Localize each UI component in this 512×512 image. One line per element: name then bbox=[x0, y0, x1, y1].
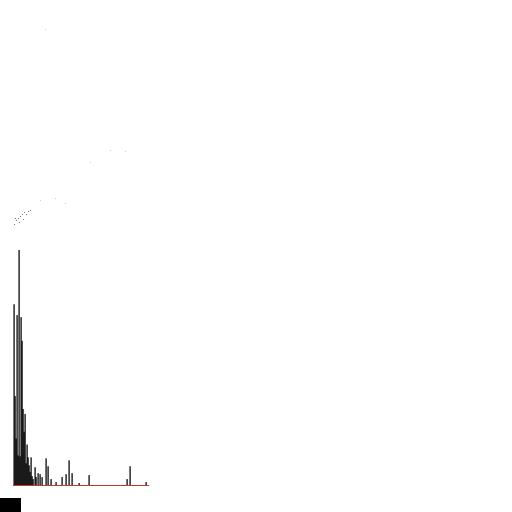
bar-19 bbox=[32, 479, 34, 485]
bar-25 bbox=[45, 458, 47, 485]
bar-5 bbox=[18, 249, 20, 485]
bar-22 bbox=[37, 473, 39, 485]
bar-27 bbox=[50, 479, 52, 485]
bar-12 bbox=[25, 463, 27, 485]
bar-28 bbox=[55, 482, 57, 485]
bar-31 bbox=[68, 460, 70, 485]
bar-group bbox=[13, 249, 147, 486]
bar-8 bbox=[21, 340, 23, 485]
bar-13 bbox=[26, 444, 28, 485]
bar-3 bbox=[16, 315, 18, 485]
bar-4 bbox=[17, 455, 19, 486]
bar-0 bbox=[13, 304, 15, 485]
speck-1 bbox=[16, 220, 17, 221]
bar-2 bbox=[15, 438, 17, 485]
bar-6 bbox=[19, 456, 21, 485]
bar-35 bbox=[126, 479, 128, 485]
bar-10 bbox=[23, 431, 25, 485]
speck-5 bbox=[24, 212, 25, 213]
bar-21 bbox=[35, 477, 37, 485]
speck-4 bbox=[22, 214, 23, 215]
bar-14 bbox=[27, 457, 29, 485]
bar-24 bbox=[41, 477, 43, 485]
speck-10 bbox=[30, 210, 31, 211]
speck-17 bbox=[55, 198, 56, 199]
speck-6 bbox=[26, 214, 27, 215]
bar-20 bbox=[34, 467, 36, 485]
bar-37 bbox=[145, 482, 147, 485]
bar-29 bbox=[61, 477, 63, 485]
speck-12 bbox=[45, 29, 46, 30]
bar-33 bbox=[78, 483, 80, 485]
bar-17 bbox=[30, 457, 32, 485]
speck-18 bbox=[90, 162, 91, 163]
bar-9 bbox=[22, 408, 24, 485]
speck-14 bbox=[125, 151, 126, 152]
bar-15 bbox=[28, 465, 30, 485]
bar-16 bbox=[29, 472, 31, 485]
speck-13 bbox=[110, 150, 111, 151]
bar-36 bbox=[129, 466, 131, 485]
bar-32 bbox=[71, 473, 73, 485]
speck-3 bbox=[20, 216, 21, 217]
bar-7 bbox=[20, 317, 22, 486]
speck-11 bbox=[15, 218, 16, 219]
speck-15 bbox=[65, 203, 66, 204]
speck-8 bbox=[19, 222, 20, 223]
speck-0 bbox=[14, 224, 15, 225]
bar-1 bbox=[14, 396, 16, 486]
bar-23 bbox=[39, 474, 41, 485]
speck-9 bbox=[23, 219, 24, 220]
speck-2 bbox=[18, 218, 19, 219]
speck-16 bbox=[40, 200, 41, 201]
corner-block bbox=[0, 498, 21, 512]
bar-34 bbox=[88, 475, 90, 486]
bar-30 bbox=[65, 474, 67, 485]
speck-7 bbox=[28, 211, 29, 212]
bar-11 bbox=[24, 413, 26, 485]
noise-specks bbox=[14, 29, 126, 225]
bar-18 bbox=[31, 476, 33, 485]
bar-26 bbox=[47, 466, 49, 485]
